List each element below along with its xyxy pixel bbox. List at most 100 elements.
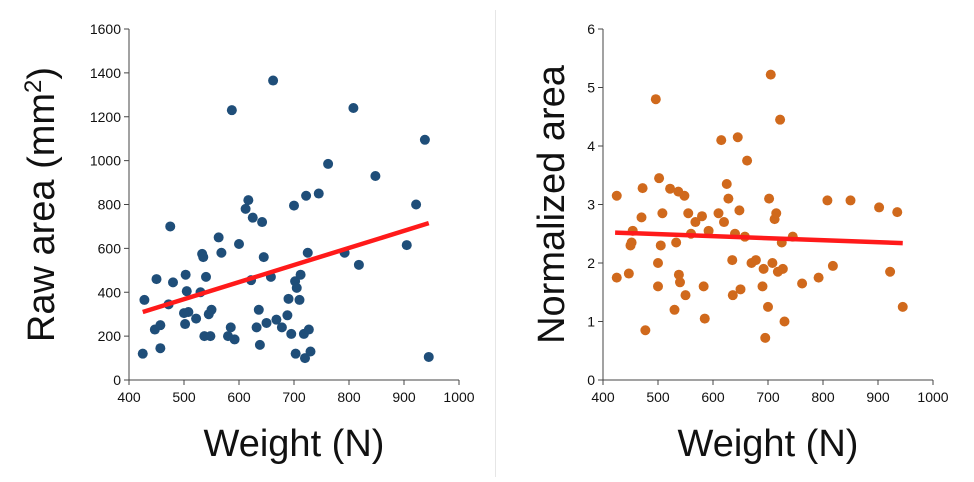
x-tick-label: 1000 [917,389,948,405]
data-point [155,343,166,354]
data-point [271,314,282,325]
data-point [168,277,178,288]
x-axis-title: Weight (N) [678,423,859,465]
data-point [845,195,856,206]
data-point [779,316,790,327]
data-point [283,293,294,304]
data-point [411,199,422,210]
data-point [313,188,324,199]
data-point [301,190,312,201]
data-point [303,324,314,335]
data-point [650,94,661,105]
data-point [294,294,305,305]
data-point [253,304,264,315]
y-tick-label: 4 [587,138,595,154]
data-point [763,301,773,312]
y-tick-label: 1400 [90,65,121,81]
x-tick-label: 600 [701,389,725,405]
data-point [258,252,269,263]
data-point [139,294,150,305]
data-point [289,200,299,211]
data-point [229,334,240,345]
x-tick-label: 500 [646,389,670,405]
data-point [655,240,666,251]
data-point [234,238,244,249]
data-point [734,205,745,216]
data-point [295,269,306,280]
data-point [137,348,148,359]
data-point [243,195,254,206]
y-tick-label: 2 [587,255,595,271]
data-point [206,304,217,315]
data-point [760,332,771,343]
data-point [419,134,430,145]
x-tick-label: 900 [392,389,416,405]
data-point [750,255,761,266]
data-point [291,282,302,293]
data-point [181,286,192,297]
data-point [727,255,738,266]
data-point [305,346,316,357]
y-tick-label: 1200 [90,109,121,125]
data-point [180,319,191,330]
data-point [183,306,194,317]
x-tick-label: 700 [282,389,306,405]
right-chart-panel: 0 1 2 3 4 5 6 400 500 600 700 800 900 1000 Weight (N) N… [506,10,968,477]
data-point [757,281,768,292]
data-point [680,290,691,301]
data-point [822,195,833,206]
data-point [653,281,663,292]
trend-line [615,230,903,246]
y-tick-label: 5 [587,80,595,96]
data-point [213,232,224,243]
data-point [777,263,788,274]
data-point [640,325,651,336]
data-point [827,260,838,271]
data-point [669,304,680,315]
data-point [897,301,908,312]
data-point [679,190,690,201]
x-tick-label: 400 [117,389,141,405]
panel-divider [495,10,496,477]
data-point [765,69,776,80]
data-point [198,252,209,263]
data-point [251,322,262,333]
data-point [723,193,734,204]
x-tick-label: 700 [756,389,780,405]
data-point [261,317,272,328]
data-point [276,322,287,333]
y-tick-label: 0 [113,372,121,388]
data-point [300,353,310,364]
x-tick-label: 1000 [443,389,474,405]
data-point [716,135,727,146]
data-point [254,339,265,350]
data-point [348,102,359,113]
data-point [697,211,707,222]
data-point [699,313,710,324]
data-point [201,271,211,282]
data-point [257,217,268,228]
y-tick-label: 200 [98,328,122,344]
data-point [165,221,176,232]
data-point [240,203,251,214]
y-tick-label: 6 [587,21,595,37]
data-point [302,247,313,258]
x-tick-label: 400 [591,389,615,405]
data-point [885,266,896,277]
data-point [180,269,191,280]
y-tick-label: 600 [98,240,122,256]
data-point [637,183,648,194]
data-point [673,269,684,280]
data-point [282,310,293,321]
data-point [758,263,769,274]
data-point [286,328,297,339]
data-point [226,105,237,116]
data-point [690,217,701,228]
data-point [874,202,885,213]
data-point [636,212,647,223]
y-axis-title: Raw area (mm2) [20,67,64,342]
data-point [727,290,738,301]
left-chart-panel: 0 200 400 600 800 1000 1200 1400 1600 400 500 600 70… [8,10,482,477]
y-tick-label: 1000 [90,153,121,169]
